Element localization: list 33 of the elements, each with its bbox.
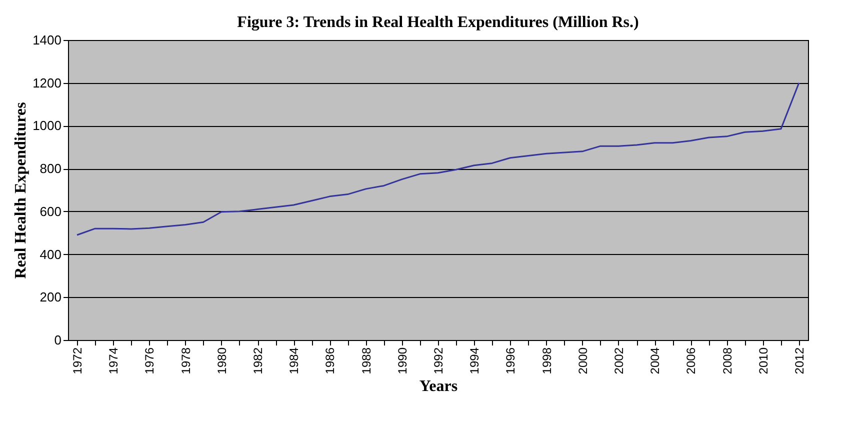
line-series [76,82,800,236]
x-tick-label: 1978 [178,347,193,374]
x-tick-label: 2010 [756,347,770,374]
x-tick-label: 2008 [720,347,734,374]
y-tick-label: 200 [40,290,62,305]
x-tick-label: 2006 [684,347,698,374]
x-tick-label: 2000 [576,347,590,374]
y-axis-title: Real Health Expenditures [12,102,30,279]
y-tick-label: 1000 [32,118,62,134]
x-tick-label: 1992 [432,347,446,374]
x-tick-label: 1982 [251,347,266,374]
y-tick-label: 1400 [32,32,62,48]
x-tick-label: 1974 [106,347,121,374]
x-tick-label: 1976 [142,347,157,374]
chart-title: Figure 3: Trends in Real Health Expenditures (Million Rs.) [237,14,639,31]
x-tick-label: 1984 [287,347,302,374]
x-tick-label: 1994 [468,347,482,374]
x-tick-label: 1996 [504,347,518,374]
y-tick-label: 400 [40,246,62,262]
x-tick-label: 1990 [395,347,410,374]
y-tick-label: 600 [40,204,62,219]
x-tick-label: 2002 [612,347,626,374]
y-tick-label: 800 [40,161,62,176]
x-axis-title: Years [419,378,458,396]
y-tick-label: 0 [54,332,62,348]
x-tick-label: 2004 [648,347,662,374]
x-tick-label: 1998 [540,347,554,374]
x-tick-label: 1988 [359,347,374,374]
y-tick-label: 1200 [32,75,62,90]
x-tick-label: 1986 [323,347,338,374]
x-tick-label: 1972 [70,347,85,374]
x-tick-label: 1980 [214,347,229,374]
x-tick-label: 2012 [792,347,806,374]
